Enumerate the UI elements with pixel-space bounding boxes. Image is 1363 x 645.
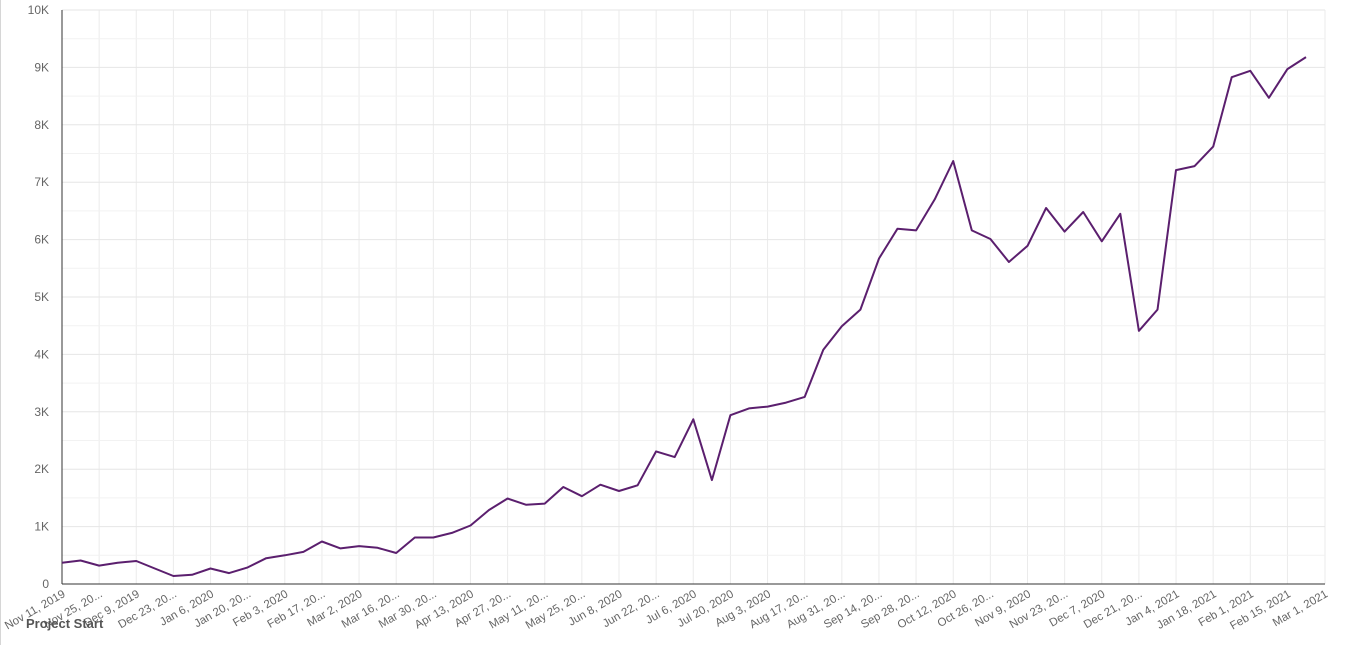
data-point	[1064, 231, 1066, 233]
data-point	[210, 568, 212, 570]
horizontal-gridlines	[62, 9, 1325, 556]
data-point	[655, 450, 657, 452]
x-axis-title: Project Start	[26, 616, 104, 631]
data-point	[1268, 97, 1270, 99]
data-point	[897, 228, 899, 230]
data-point	[117, 562, 119, 564]
data-point	[618, 490, 620, 492]
y-tick-label: 6K	[34, 233, 49, 247]
data-point	[804, 396, 806, 398]
y-tick-label: 2K	[34, 462, 49, 476]
data-point	[228, 572, 230, 574]
data-point	[637, 484, 639, 486]
data-point	[989, 238, 991, 240]
data-point	[562, 486, 564, 488]
y-tick-label: 3K	[34, 405, 49, 419]
data-point	[1008, 261, 1010, 263]
data-point	[507, 497, 509, 499]
data-point	[80, 559, 82, 561]
data-point	[377, 547, 379, 549]
data-point	[544, 503, 546, 505]
data-point	[841, 325, 843, 327]
data-point	[1082, 211, 1084, 213]
y-tick-label: 7K	[34, 175, 49, 189]
data-point	[191, 574, 193, 576]
y-tick-labels: 0 1K 2K 3K 4K 5K 6K 7K 8K 9K 10K	[28, 3, 50, 591]
data-point	[414, 537, 416, 539]
data-point	[488, 509, 490, 511]
data-point	[302, 551, 304, 553]
data-point	[971, 229, 973, 231]
y-tick-label: 1K	[34, 520, 49, 534]
data-point	[1045, 207, 1047, 209]
data-point	[952, 160, 954, 162]
data-point	[154, 568, 156, 570]
data-point	[1249, 70, 1251, 72]
data-point	[1286, 68, 1288, 70]
data-point	[1305, 56, 1307, 58]
data-point	[767, 406, 769, 408]
y-tick-label: 0	[42, 577, 49, 591]
data-point	[135, 560, 137, 562]
data-point	[1026, 245, 1028, 247]
data-point	[859, 309, 861, 311]
data-point	[711, 479, 713, 481]
data-point	[934, 198, 936, 200]
data-point	[581, 495, 583, 497]
left-border	[0, 0, 1, 645]
data-point	[878, 258, 880, 260]
series-line	[61, 56, 1307, 577]
data-point	[1156, 309, 1158, 311]
y-tick-label: 5K	[34, 290, 49, 304]
data-point	[358, 545, 360, 547]
data-point	[265, 557, 267, 559]
data-point	[525, 504, 527, 506]
data-point	[469, 524, 471, 526]
y-tick-label: 8K	[34, 118, 49, 132]
y-tick-label: 9K	[34, 60, 49, 74]
data-point	[98, 565, 100, 567]
data-point	[1212, 146, 1214, 148]
data-point	[1119, 213, 1121, 215]
data-point	[172, 575, 174, 577]
data-point	[915, 229, 917, 231]
data-point	[247, 566, 249, 568]
data-point	[1175, 169, 1177, 171]
data-point	[340, 547, 342, 549]
data-point	[1231, 76, 1233, 78]
data-point	[61, 562, 63, 564]
data-point	[321, 541, 323, 543]
y-tick-label: 4K	[34, 347, 49, 361]
y-tick-label: 10K	[28, 3, 49, 17]
data-point	[692, 418, 694, 420]
data-point	[1101, 240, 1103, 242]
data-point	[785, 402, 787, 404]
data-point	[674, 456, 676, 458]
axes	[61, 10, 1325, 585]
data-point	[748, 407, 750, 409]
data-point	[451, 532, 453, 534]
data-point	[729, 414, 731, 416]
data-point	[1194, 165, 1196, 167]
series-layer	[61, 56, 1307, 577]
data-point	[395, 552, 397, 554]
data-point	[1138, 330, 1140, 332]
data-point	[432, 537, 434, 539]
data-point	[284, 554, 286, 556]
data-point	[822, 349, 824, 351]
data-point	[599, 484, 601, 486]
